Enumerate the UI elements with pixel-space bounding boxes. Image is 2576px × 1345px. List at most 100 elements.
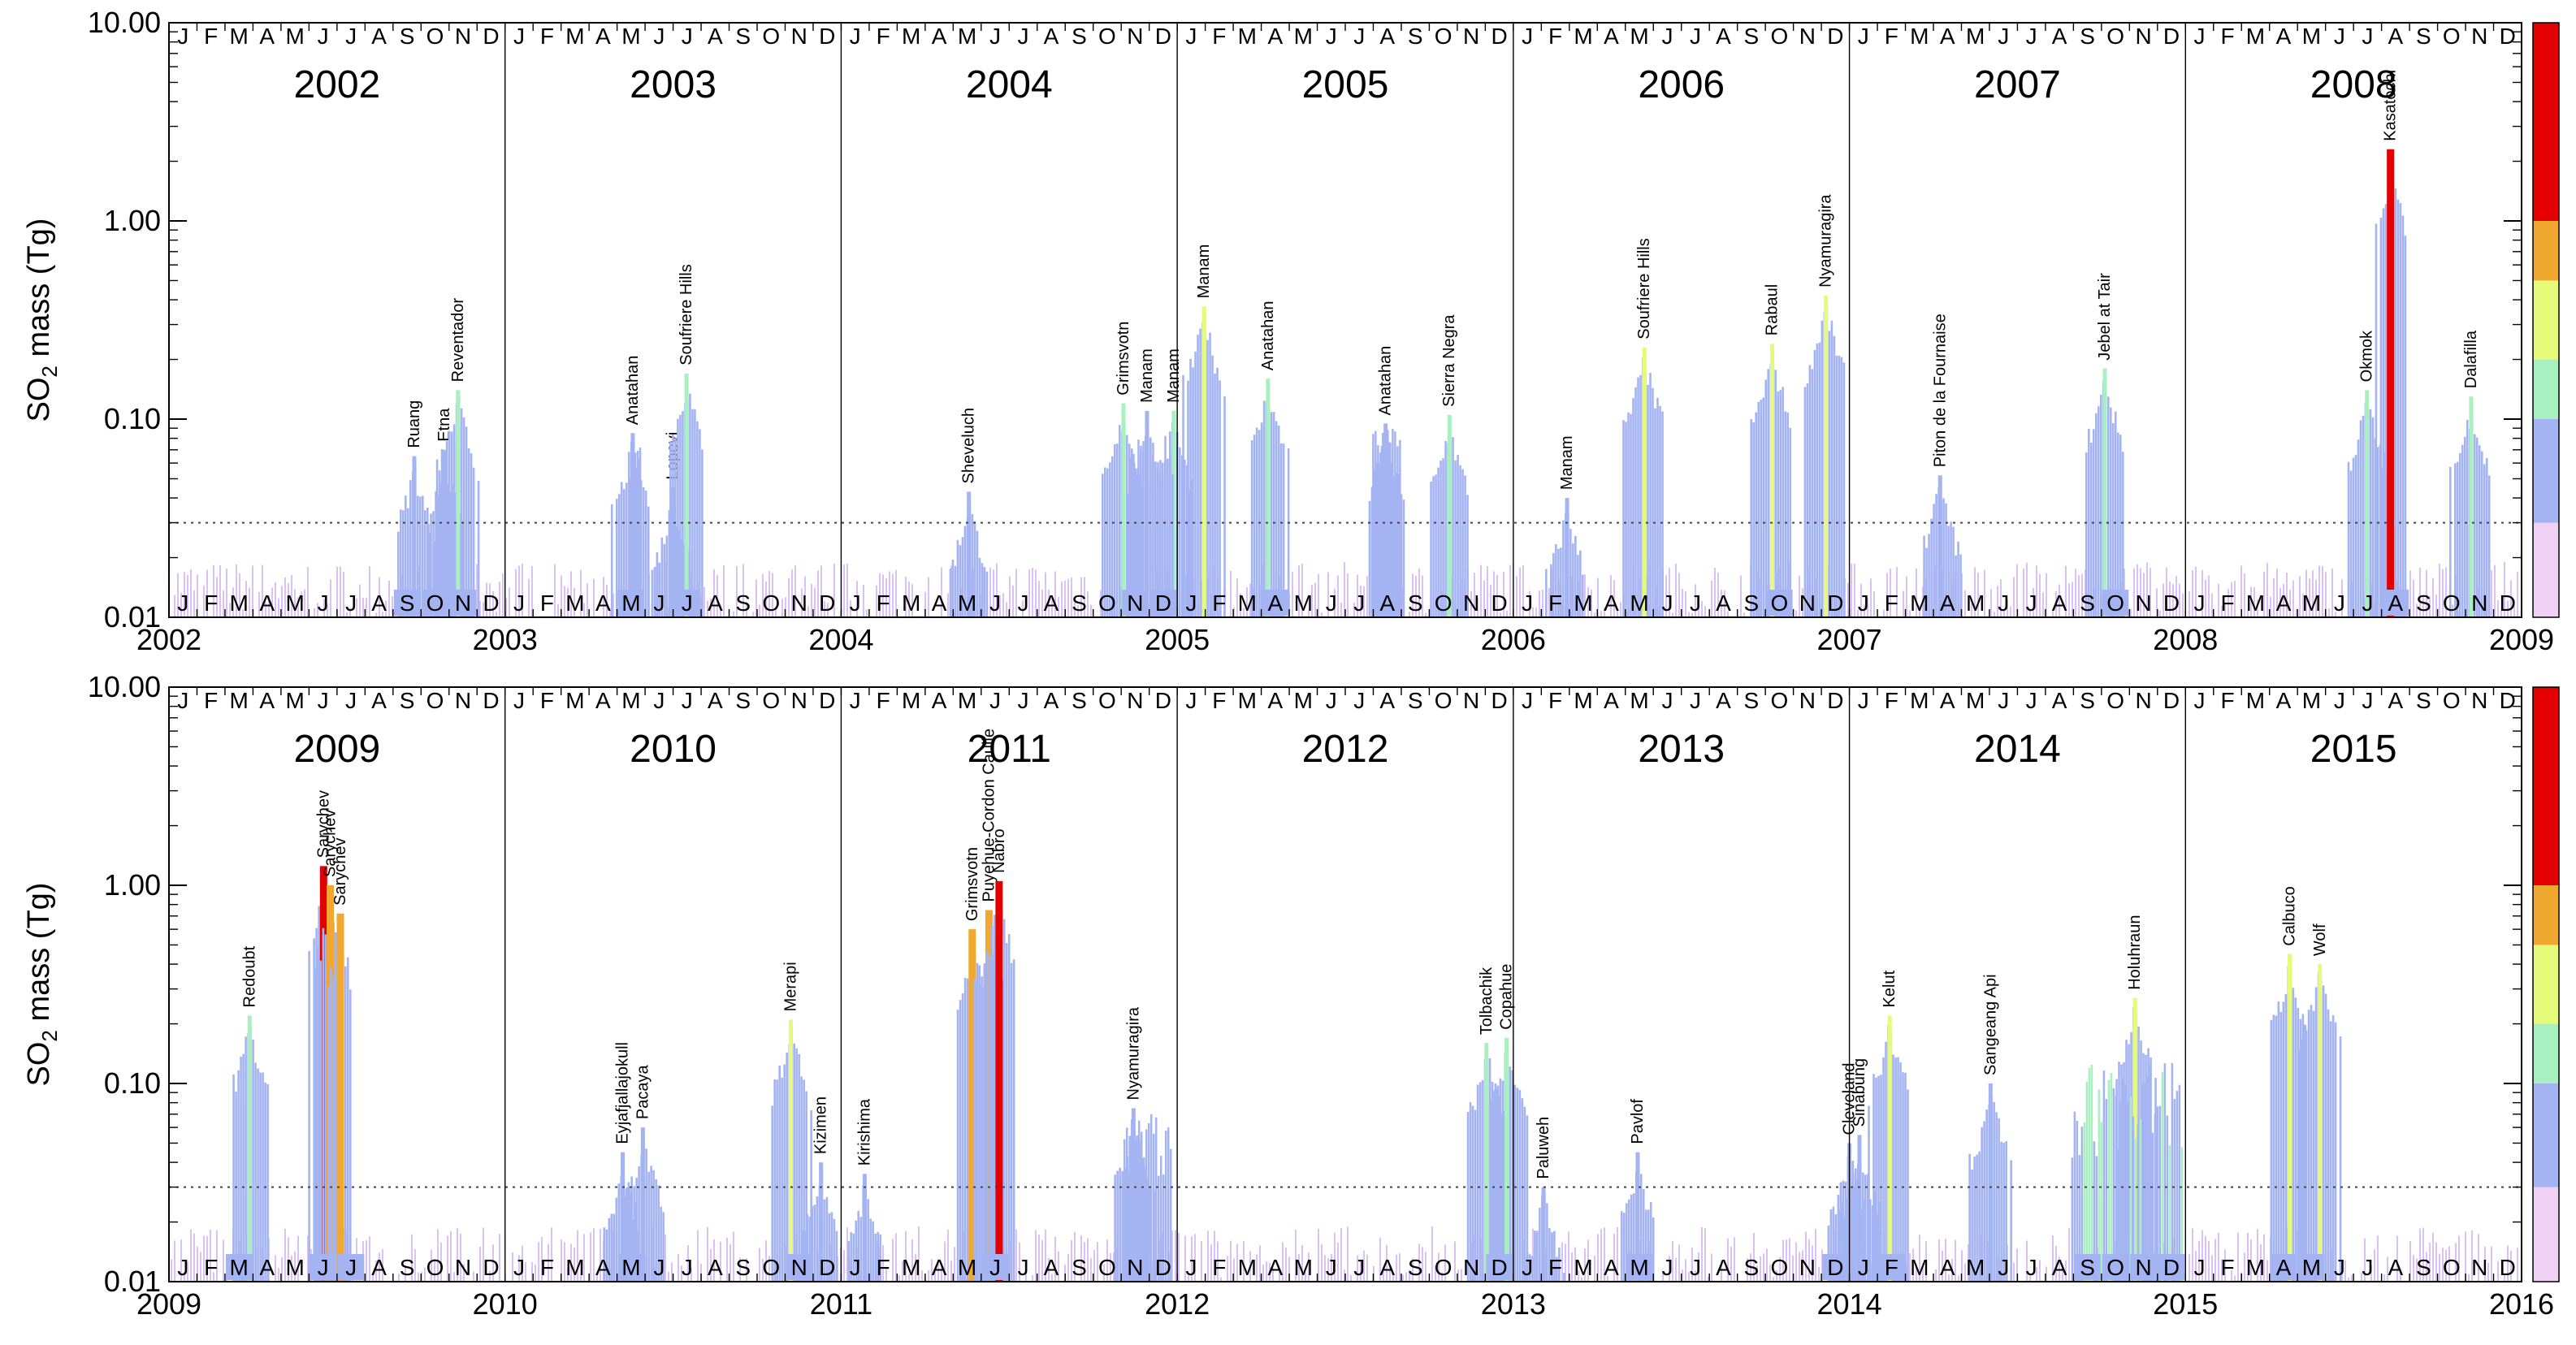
noise-bar <box>2263 1234 2265 1282</box>
noise-bar <box>492 590 494 617</box>
eruption-bar <box>2121 452 2124 617</box>
eruption-peak-bar <box>862 1174 867 1282</box>
noise-bar <box>1493 571 1495 617</box>
eruption-bar <box>956 1010 959 1282</box>
noise-bar <box>561 575 562 617</box>
noise-bar <box>1968 1244 1969 1282</box>
eruption-bar <box>1827 1225 1830 1282</box>
month-letter-bottom: D <box>1491 590 1508 616</box>
x-tick-label: 2005 <box>1145 623 1210 656</box>
noise-bar <box>1415 575 1417 617</box>
noise-bar <box>2266 1260 2268 1282</box>
noise-bar <box>414 1249 416 1282</box>
eruption-bar <box>1625 1203 1628 1282</box>
month-letter-top: J <box>1353 24 1365 49</box>
noise-bar <box>1685 590 1686 617</box>
noise-bar <box>850 600 851 617</box>
eruption-peak-bar <box>640 1127 645 1282</box>
noise-bar <box>746 601 747 617</box>
noise-bar <box>1685 1259 1686 1282</box>
month-highlight <box>449 590 477 616</box>
month-letter-bottom: M <box>1294 590 1313 616</box>
month-letter-top: J <box>1661 24 1673 49</box>
noise-bar <box>1886 573 1888 617</box>
noise-bar <box>2046 573 2047 617</box>
month-letter-bottom: M <box>1630 590 1648 616</box>
holuhraun-bar <box>2107 1079 2111 1282</box>
noise-bar <box>593 578 595 617</box>
noise-bar <box>2146 562 2148 617</box>
month-letter-top: A <box>1940 688 1955 713</box>
month-letter-top: N <box>1463 24 1479 49</box>
noise-bar <box>1360 1260 1362 1282</box>
noise-bar <box>346 612 348 617</box>
eruption-bar <box>1942 498 1945 617</box>
month-letter-top: M <box>1966 24 1985 49</box>
noise-bar <box>1074 1231 1076 1282</box>
eruption-bar <box>803 1079 805 1282</box>
month-letter-bottom: N <box>2135 1255 2151 1280</box>
noise-bar <box>944 1241 946 1282</box>
eruption-bar <box>816 1196 819 1282</box>
noise-bar <box>1308 1252 1310 1282</box>
eruption-bar <box>2302 1024 2305 1282</box>
noise-bar <box>2224 603 2226 617</box>
month-letter-top: M <box>2302 688 2321 713</box>
noise-bar <box>1422 575 1423 617</box>
month-letter-bottom: J <box>653 590 665 616</box>
noise-bar <box>678 1253 679 1282</box>
month-letter-top: D <box>819 24 835 49</box>
noise-bar <box>388 580 390 617</box>
noise-bar <box>327 603 328 617</box>
noise-bar <box>2279 587 2281 617</box>
eruption-label: Nabro <box>990 828 1008 872</box>
noise-bar <box>580 569 582 617</box>
eruption-bar <box>313 938 315 1282</box>
eruption-bar <box>2478 445 2481 617</box>
eruption-bar <box>2463 436 2466 617</box>
month-letter-top: M <box>230 24 249 49</box>
month-letter-bottom: O <box>762 590 780 616</box>
month-letter-bottom: J <box>850 590 861 616</box>
noise-bar <box>1571 576 1573 617</box>
noise-bar <box>2435 595 2437 617</box>
noise-bar <box>1818 1266 1820 1282</box>
month-letter-bottom: M <box>1966 590 1985 616</box>
eruption-bar <box>668 510 671 617</box>
noise-bar <box>2263 571 2265 617</box>
eruption-bar <box>696 421 699 617</box>
noise-bar <box>2487 1262 2489 1282</box>
holuhraun-bar <box>2171 1062 2174 1282</box>
eruption-bar <box>1209 332 1211 617</box>
noise-bar <box>2231 582 2232 617</box>
noise-bar <box>1870 578 1872 617</box>
noise-bar <box>1672 612 1673 617</box>
month-letter-bottom: F <box>540 590 554 616</box>
month-letter-top: J <box>1661 688 1673 713</box>
month-letter-top: J <box>682 688 693 713</box>
noise-bar <box>1906 1264 1907 1282</box>
noise-bar <box>2016 1248 2018 1282</box>
noise-bar <box>291 1256 292 1282</box>
noise-bar <box>911 1239 913 1282</box>
eruption-bar <box>2005 1141 2007 1282</box>
noise-bar <box>908 582 910 617</box>
noise-bar <box>1503 572 1504 617</box>
eruption-bar <box>823 1199 826 1282</box>
eruption-bar <box>1995 1112 1998 1282</box>
noise-bar <box>1191 1236 1193 1282</box>
eruption-label: Sarychev <box>314 790 332 858</box>
month-letter-bottom: N <box>791 1255 807 1280</box>
month-letter-bottom: M <box>2246 590 2265 616</box>
eruption-label: Manam <box>1165 348 1183 403</box>
eruption-bar <box>2401 215 2405 617</box>
eruption-bar <box>1904 1072 1907 1282</box>
month-letter-bottom: M <box>1966 1255 1985 1280</box>
noise-bar <box>531 565 533 617</box>
eruption-bar <box>1518 1089 1522 1282</box>
eruption-bar <box>2339 1036 2342 1282</box>
noise-bar <box>284 1228 286 1282</box>
noise-bar <box>1435 1265 1436 1282</box>
noise-bar <box>1812 1245 1813 1282</box>
month-letter-bottom: A <box>2276 590 2292 616</box>
